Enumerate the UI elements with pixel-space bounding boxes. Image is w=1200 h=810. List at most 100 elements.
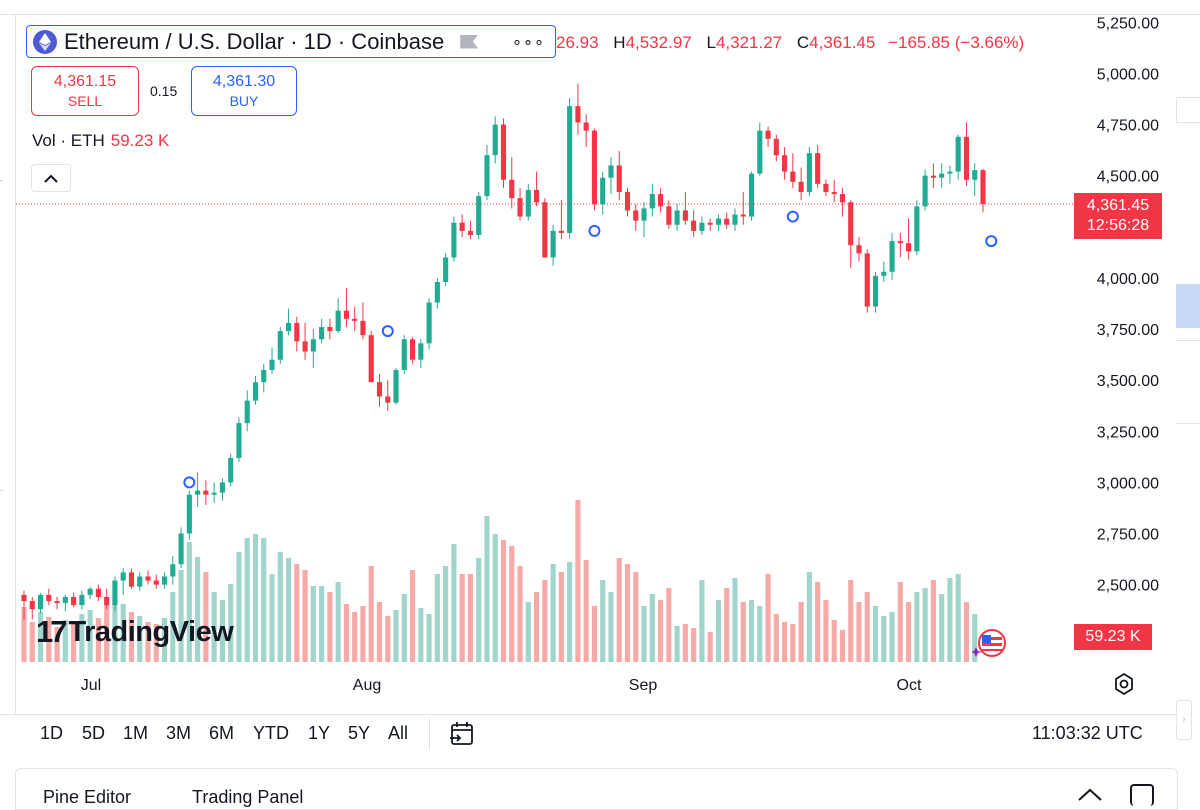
volume-bar [393,610,399,662]
candle [376,374,383,407]
range-button-6m[interactable]: 6M [209,723,235,743]
candle-body [161,576,168,585]
calendar-icon[interactable] [448,720,476,748]
volume-bar [963,602,970,662]
candle [343,288,349,327]
us-flag-icon[interactable] [972,628,1006,658]
volume-bar [79,614,85,662]
tradingview-logo[interactable]: 17 TradingView [36,614,234,650]
volume-bar [790,624,796,662]
utc-clock[interactable]: 11:03:32 UTC [1032,723,1143,743]
candle [848,200,854,268]
candle-body [95,588,101,597]
candle-body [62,596,68,604]
volume-bar [21,607,27,662]
candle-body [484,155,490,197]
sell-button[interactable]: 4,361.15 SELL [31,66,139,116]
candle [368,331,374,383]
right-toolbar-item[interactable] [1176,97,1200,123]
buy-button[interactable]: 4,361.30 BUY [191,66,297,116]
candle [591,128,598,211]
maximize-icon[interactable] [1130,784,1154,806]
candle [87,586,93,599]
candle [757,122,763,176]
candle-body [409,339,416,360]
candle [914,200,920,256]
volume-bar [567,562,573,662]
chevron-up-icon[interactable] [1077,786,1103,802]
ohlc-low: 4,321.27 [715,33,783,52]
candle-body [773,138,779,156]
volume-bar [906,602,912,662]
candle [856,237,862,262]
candle [71,592,77,608]
chart-area[interactable]: 2,500.00 2,750.00 3,000.00 3,250.00 3,500.00… [15,14,1186,714]
candle-layer [21,83,986,620]
candle [682,192,688,225]
candle [922,169,928,211]
candle [451,216,457,262]
price-axis-label: 4,500.00 [1097,169,1159,186]
symbol-selector[interactable]: Ethereum / U.S. Dollar · 1D · Coinbase ∘… [26,25,556,58]
candle-body [881,271,887,276]
candle-body [236,423,242,458]
volume-bar [500,540,507,662]
top-strip [0,0,1200,15]
range-button-ytd[interactable]: YTD [253,723,289,743]
volume-bar [517,566,523,662]
volume-bar [376,602,383,662]
range-button-all[interactable]: All [388,723,409,743]
candle-body [459,222,465,231]
volume-bar [848,580,854,662]
right-toolbar-item[interactable] [1176,340,1200,424]
candle-body [674,210,680,225]
candle-body [558,230,564,233]
volume-bar [492,534,498,662]
volume-bar [368,566,374,662]
range-button-5y[interactable]: 5Y [348,723,371,743]
candle-body [269,359,275,370]
range-button-5d[interactable]: 5D [82,723,106,743]
range-button-1y[interactable]: 1Y [308,723,331,743]
right-toolbar-highlight[interactable] [1176,284,1200,328]
left-edge-tick [0,180,3,181]
volume-bar [939,594,945,662]
volume-bar [624,564,631,662]
candle-countdown: 12:56:28 [1086,217,1150,234]
candle-body [500,124,507,180]
candle [707,218,713,231]
candle [153,574,159,589]
tradingview-mark-icon: 17 [36,614,68,649]
candle [600,171,606,215]
tab-trading-panel[interactable]: Trading Panel [192,787,304,807]
volume-bar [476,558,482,662]
candle [881,261,887,283]
volume-bar [252,534,259,662]
candle-body [393,369,399,403]
volume-bar [955,574,961,662]
more-icon[interactable]: ∘∘∘ [511,33,545,51]
volume-bar [211,592,217,662]
settings-icon[interactable] [1112,672,1136,696]
volume-legend-label: Vol · ETH [32,131,105,150]
volume-bar [914,592,920,662]
candle-body [534,189,540,203]
volume-bar [897,582,903,662]
volume-bar [54,627,60,662]
tab-pine-editor[interactable]: Pine Editor [43,787,132,807]
range-button-1m[interactable]: 1M [123,723,149,743]
range-button-1d[interactable]: 1D [40,723,64,743]
collapse-legend-button[interactable] [31,164,71,192]
flag-icon[interactable] [460,34,479,49]
candle-body [252,382,259,401]
price-chart[interactable]: 2,500.00 2,750.00 3,000.00 3,250.00 3,500.00… [16,14,1186,714]
candle-body [666,206,672,225]
range-button-3m[interactable]: 3M [166,723,192,743]
candle [104,588,110,610]
volume-bar [120,604,126,662]
candle-body [765,130,771,139]
candle-body [195,490,201,495]
candle-body [980,170,986,205]
right-panel-toggle[interactable]: › [1176,700,1192,740]
candle-body [203,490,209,495]
